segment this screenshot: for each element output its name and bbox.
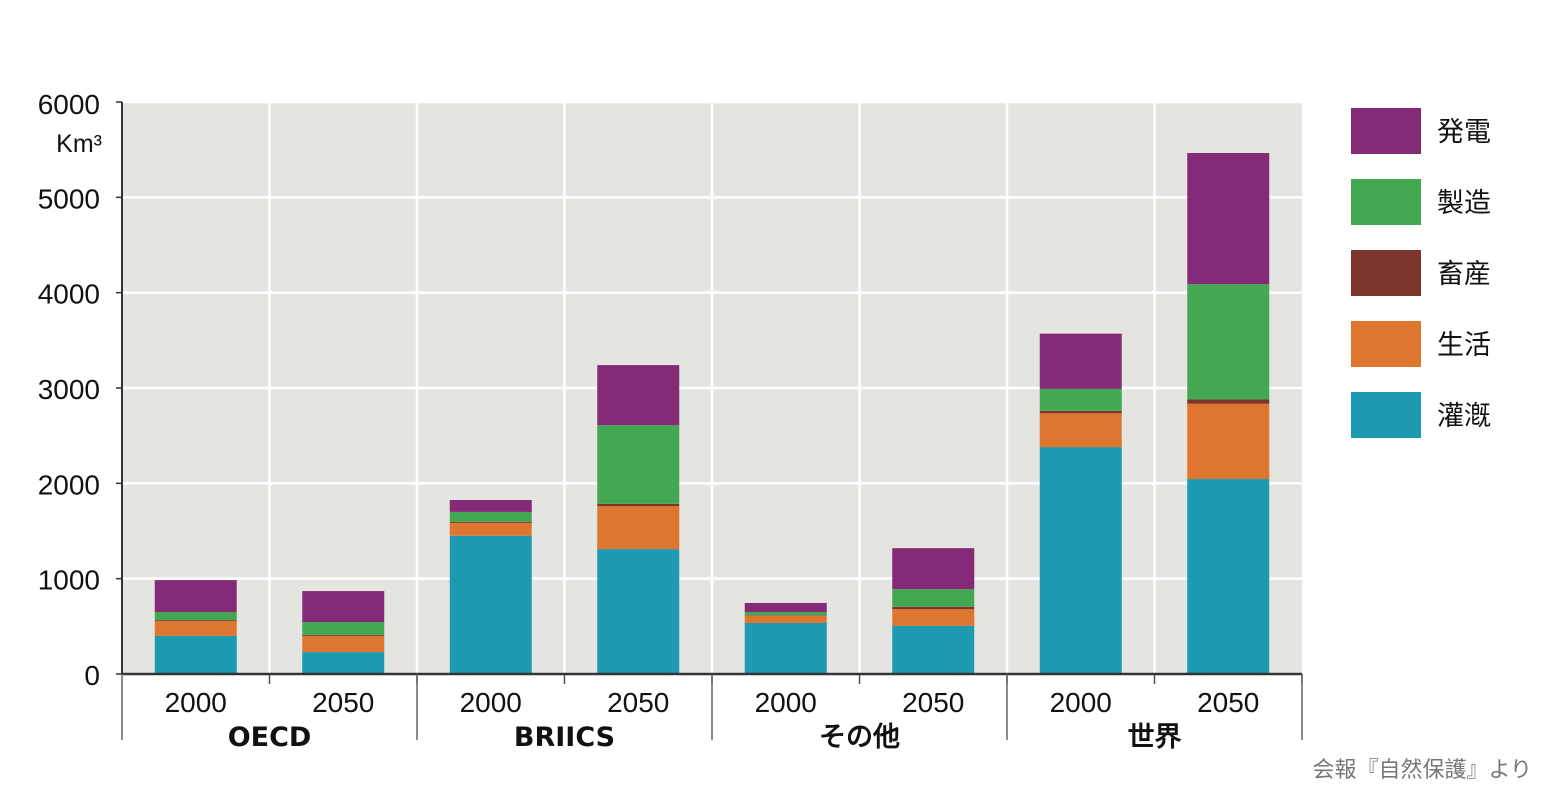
bar-segment	[302, 622, 385, 635]
y-unit-label: Km³	[56, 130, 102, 158]
bar-segment	[449, 522, 532, 536]
bar-segment	[154, 612, 237, 621]
bar-segment	[1187, 403, 1270, 480]
bar-segment	[154, 621, 237, 636]
y-tick-label: 4000	[38, 279, 100, 310]
bar-segment	[302, 635, 385, 653]
bar-segment	[1187, 399, 1270, 404]
x-tick-label: 2050	[312, 687, 374, 718]
bar-segment	[154, 580, 237, 613]
bar-segment	[892, 606, 975, 610]
legend-label: 発電	[1437, 117, 1491, 148]
bar-segment	[597, 365, 680, 426]
legend-swatch	[1351, 179, 1421, 225]
bar-segment	[1039, 413, 1122, 448]
bar-segment	[597, 503, 680, 507]
bar-segment	[1187, 153, 1270, 285]
bar-segment	[1187, 479, 1270, 674]
bar-segment	[449, 521, 532, 523]
group-label: その他	[819, 722, 900, 753]
bar-segment	[1039, 333, 1122, 389]
legend-label: 畜産	[1437, 259, 1491, 290]
legend-swatch	[1351, 250, 1421, 296]
bar-segment	[302, 652, 385, 674]
legend-swatch	[1351, 321, 1421, 367]
bar-segment	[302, 634, 385, 636]
bar-segment	[302, 591, 385, 623]
bar-segment	[744, 615, 827, 623]
y-tick-label: 5000	[38, 183, 100, 214]
bar-segment	[744, 602, 827, 613]
bar-segment	[1187, 284, 1270, 400]
source-note: 会報『自然保護』より	[1312, 758, 1532, 783]
bar-segment	[892, 548, 975, 590]
x-tick-label: 2000	[165, 687, 227, 718]
x-tick-label: 2000	[1050, 687, 1112, 718]
bar-segment	[744, 612, 827, 616]
x-tick-label: 2000	[755, 687, 817, 718]
bar-segment	[1039, 388, 1122, 411]
group-label: 世界	[1128, 722, 1182, 753]
y-tick-label: 1000	[38, 565, 100, 596]
bar-segment	[154, 620, 237, 622]
x-tick-label: 2000	[460, 687, 522, 718]
bar-segment	[597, 506, 680, 550]
bar-segment	[1039, 410, 1122, 414]
y-tick-label: 0	[84, 660, 100, 691]
bar-segment	[449, 511, 532, 522]
legend-label: 製造	[1437, 188, 1491, 219]
bar-segment	[744, 622, 827, 674]
y-tick-label: 2000	[38, 469, 100, 500]
legend-swatch	[1351, 392, 1421, 438]
bar-segment	[449, 500, 532, 512]
legend-label: 生活	[1437, 330, 1491, 361]
bar-segment	[449, 535, 532, 674]
x-tick-label: 2050	[1197, 687, 1259, 718]
bar-segment	[597, 425, 680, 504]
x-tick-label: 2050	[607, 687, 669, 718]
x-tick-label: 2050	[902, 687, 964, 718]
bar-segment	[892, 609, 975, 626]
y-tick-label: 6000	[38, 89, 100, 120]
bar-segment	[154, 635, 237, 674]
bar-segment	[892, 589, 975, 607]
bar-segment	[1039, 447, 1122, 674]
legend-label: 灌漑	[1437, 401, 1491, 432]
bar-segment	[892, 625, 975, 674]
bar-segment	[597, 549, 680, 674]
group-label: BRIICS	[514, 722, 615, 753]
group-label: OECD	[228, 722, 312, 753]
legend-swatch	[1351, 108, 1421, 154]
y-tick-label: 3000	[38, 374, 100, 405]
